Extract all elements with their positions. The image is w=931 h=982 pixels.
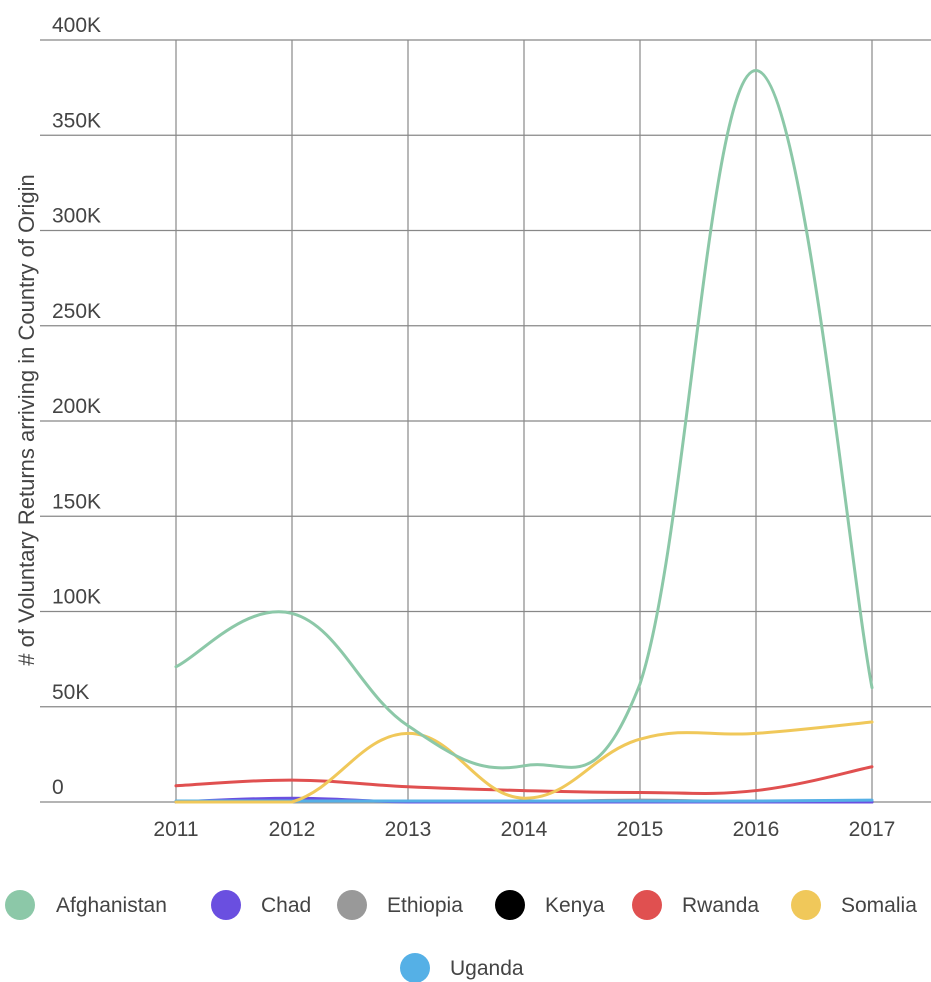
grid-lines <box>40 39 931 803</box>
x-axis-ticks: 2011 2012 2013 2014 2015 2016 2017 <box>153 818 895 841</box>
y-tick-label: 50K <box>52 681 89 704</box>
legend-swatch-ethiopia <box>337 890 367 920</box>
x-tick-label: 2014 <box>501 818 548 841</box>
x-tick-label: 2013 <box>385 818 432 841</box>
x-tick-label: 2016 <box>733 818 780 841</box>
legend: Afghanistan Chad Ethiopia Kenya Rwanda Somali… <box>5 890 917 982</box>
y-tick-label: 200K <box>52 395 101 418</box>
legend-swatch-kenya <box>495 890 525 920</box>
legend-swatch-rwanda <box>632 890 662 920</box>
legend-label: Somalia <box>841 894 917 917</box>
legend-label: Uganda <box>450 957 524 980</box>
y-tick-label: 300K <box>52 205 101 228</box>
y-axis-ticks: 0 50K 100K 150K 200K 250K 300K 350K 400K <box>52 14 101 799</box>
y-tick-label: 150K <box>52 490 101 513</box>
y-tick-label: 250K <box>52 300 101 323</box>
x-tick-label: 2012 <box>269 818 316 841</box>
legend-swatch-uganda <box>400 953 430 982</box>
legend-label: Afghanistan <box>56 894 167 917</box>
y-tick-label: 350K <box>52 109 101 132</box>
series-line-rwanda <box>174 765 874 795</box>
x-tick-label: 2015 <box>617 818 664 841</box>
legend-swatch-chad <box>211 890 241 920</box>
y-tick-label: 0 <box>52 776 64 799</box>
legend-label: Kenya <box>545 894 605 917</box>
y-axis-label: # of Voluntary Returns arriving in Count… <box>14 174 39 666</box>
legend-swatch-afghanistan <box>5 890 35 920</box>
x-tick-label: 2017 <box>849 818 896 841</box>
x-tick-label: 2011 <box>153 818 198 841</box>
series-lines <box>174 68 874 804</box>
legend-label: Chad <box>261 894 311 917</box>
y-tick-label: 100K <box>52 586 101 609</box>
legend-swatch-somalia <box>791 890 821 920</box>
series-line-somalia <box>174 720 874 804</box>
series-line-afghanistan <box>174 68 874 770</box>
legend-label: Ethiopia <box>387 894 463 917</box>
y-tick-label: 400K <box>52 14 101 37</box>
legend-label: Rwanda <box>682 894 759 917</box>
